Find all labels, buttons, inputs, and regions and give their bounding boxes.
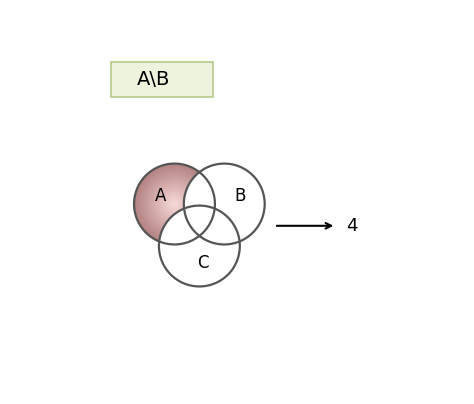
- Circle shape: [167, 197, 182, 211]
- Circle shape: [173, 202, 176, 206]
- Text: A\B: A\B: [137, 70, 171, 89]
- Circle shape: [149, 179, 200, 229]
- Circle shape: [152, 182, 197, 226]
- Circle shape: [157, 187, 191, 221]
- Circle shape: [173, 203, 175, 205]
- Circle shape: [163, 192, 187, 216]
- Circle shape: [164, 193, 186, 215]
- Circle shape: [134, 164, 215, 244]
- Circle shape: [166, 196, 182, 212]
- Circle shape: [156, 186, 193, 222]
- Circle shape: [137, 166, 212, 242]
- Circle shape: [139, 168, 210, 240]
- Circle shape: [153, 183, 196, 225]
- Circle shape: [151, 181, 198, 227]
- Circle shape: [147, 177, 202, 231]
- Circle shape: [168, 198, 181, 210]
- Circle shape: [164, 194, 184, 214]
- Circle shape: [145, 175, 204, 234]
- Circle shape: [155, 185, 194, 223]
- Circle shape: [150, 180, 199, 228]
- Circle shape: [135, 164, 214, 244]
- Circle shape: [141, 170, 208, 238]
- Text: B: B: [234, 187, 246, 205]
- Circle shape: [148, 178, 201, 230]
- Circle shape: [169, 199, 180, 209]
- Circle shape: [171, 200, 179, 208]
- Text: C: C: [197, 254, 208, 272]
- FancyBboxPatch shape: [111, 63, 213, 97]
- Circle shape: [165, 195, 183, 213]
- Circle shape: [140, 170, 209, 238]
- Circle shape: [144, 174, 205, 234]
- Circle shape: [184, 164, 264, 244]
- Circle shape: [159, 189, 190, 219]
- Circle shape: [160, 190, 189, 218]
- Circle shape: [146, 176, 203, 232]
- Circle shape: [161, 191, 188, 217]
- Circle shape: [138, 168, 211, 240]
- Circle shape: [172, 201, 178, 207]
- Text: 4: 4: [346, 217, 357, 235]
- Text: A: A: [155, 187, 166, 205]
- Circle shape: [159, 206, 240, 286]
- Circle shape: [143, 173, 206, 236]
- Circle shape: [136, 166, 213, 242]
- Circle shape: [142, 172, 207, 236]
- Circle shape: [154, 184, 195, 224]
- Circle shape: [158, 188, 191, 220]
